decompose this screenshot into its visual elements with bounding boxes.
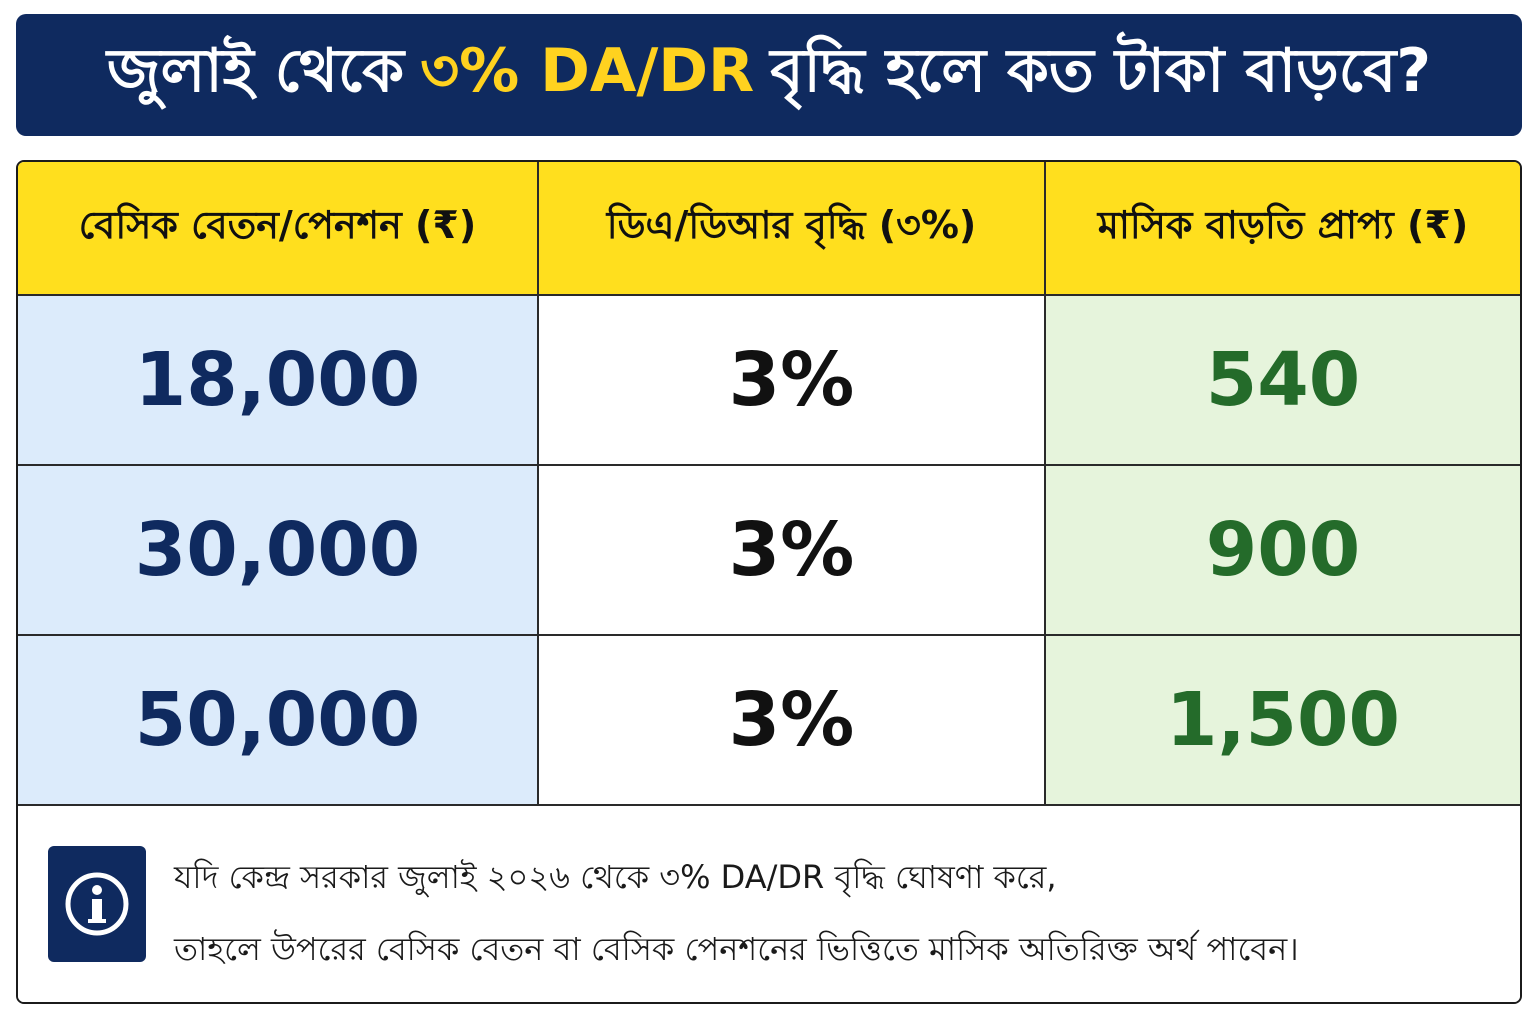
table-header-row: বেসিক বেতন/পেনশন (₹) ডিএ/ডিআর বৃদ্ধি (৩%… xyxy=(18,162,1520,296)
basic-pay-value: 30,000 xyxy=(18,466,539,634)
header-monthly-extra: মাসিক বাড়তি প্রাপ্য (₹) xyxy=(1097,203,1469,247)
table-row: 18,000 3% 540 xyxy=(18,296,1520,466)
info-note: যদি কেন্দ্র সরকার জুলাই ২০২৬ থেকে ৩% DA/… xyxy=(18,806,1520,1002)
table-row: 50,000 3% 1,500 xyxy=(18,636,1520,806)
title-banner: জুলাই থেকে ৩% DA/DR বৃদ্ধি হলে কত টাকা ব… xyxy=(16,14,1522,136)
da-rate-value: 3% xyxy=(539,296,1046,464)
note-line-1: যদি কেন্দ্র সরকার জুলাই ২০২৬ থেকে ৩% DA/… xyxy=(174,858,1057,896)
monthly-extra-value: 540 xyxy=(1046,296,1520,464)
da-rate-value: 3% xyxy=(539,636,1046,804)
header-da-increase: ডিএ/ডিআর বৃদ্ধি (৩%) xyxy=(539,162,1046,294)
info-icon xyxy=(48,846,146,962)
da-increase-table: বেসিক বেতন/পেনশন (₹) ডিএ/ডিআর বৃদ্ধি (৩%… xyxy=(16,160,1522,1004)
monthly-extra-value: 1,500 xyxy=(1046,636,1520,804)
header-basic-pay: বেসিক বেতন/পেনশন (₹) xyxy=(18,162,539,294)
title-suffix: বৃদ্ধি হলে কত টাকা বাড়বে? xyxy=(770,36,1432,106)
table-row: 30,000 3% 900 xyxy=(18,466,1520,636)
title-prefix: জুলাই থেকে xyxy=(106,36,405,106)
monthly-extra-value: 900 xyxy=(1046,466,1520,634)
basic-pay-value: 50,000 xyxy=(18,636,539,804)
basic-pay-value: 18,000 xyxy=(18,296,539,464)
da-rate-value: 3% xyxy=(539,466,1046,634)
title-highlight: ৩% DA/DR xyxy=(420,36,755,106)
note-line-2: তাহলে উপরের বেসিক বেতন বা বেসিক পেনশনের … xyxy=(174,930,1299,968)
